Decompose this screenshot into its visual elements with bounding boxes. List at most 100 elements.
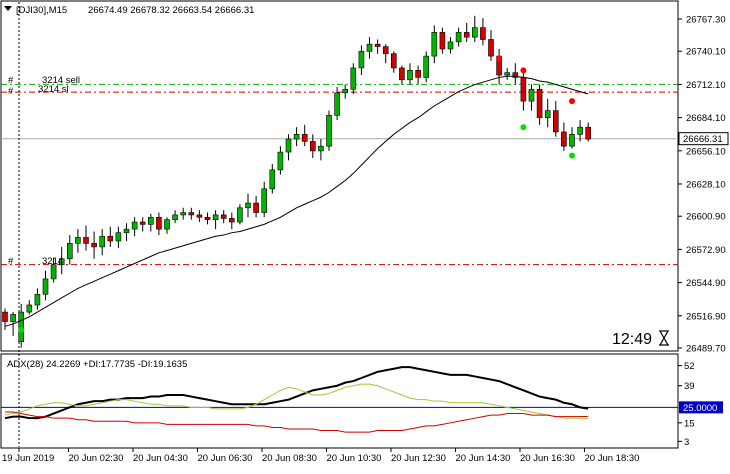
candle bbox=[577, 120, 583, 142]
candle bbox=[326, 110, 332, 151]
adx-axis: 52 39 25.0000 15 3 bbox=[678, 361, 723, 448]
candle bbox=[253, 195, 259, 218]
adx-level-tag bbox=[679, 401, 723, 414]
candle bbox=[220, 210, 227, 224]
plus-di-line bbox=[4, 383, 589, 419]
current-price-value: 26666.31 bbox=[683, 134, 723, 145]
time-tick-label: 20 Jun 18:30 bbox=[585, 453, 640, 464]
candle bbox=[75, 229, 81, 253]
candle bbox=[407, 63, 413, 85]
candle bbox=[536, 84, 543, 125]
candle bbox=[366, 37, 373, 59]
candle bbox=[123, 223, 130, 241]
take-profit-label: 3214 bbox=[42, 256, 63, 267]
price-tick-label: 26516.90 bbox=[686, 311, 726, 322]
time-tick-label: 20 Jun 14:30 bbox=[456, 453, 511, 464]
time-tick-label: 20 Jun 04:30 bbox=[133, 453, 188, 464]
candle bbox=[148, 213, 154, 232]
price-axis: 26767.30 26740.10 26712.10 26684.10 26656.10… bbox=[678, 15, 726, 355]
symbol-label: [DJI30],M15 bbox=[16, 5, 67, 16]
candle bbox=[447, 37, 454, 54]
sell-signal-dot bbox=[520, 67, 527, 74]
candle bbox=[285, 134, 292, 161]
candle bbox=[431, 25, 438, 64]
minus-di-line bbox=[5, 411, 589, 433]
adx-line bbox=[4, 366, 589, 420]
adx-tick-label: 3 bbox=[684, 437, 689, 448]
candle bbox=[139, 217, 146, 232]
candle bbox=[561, 122, 567, 151]
price-tick-label: 26684.10 bbox=[686, 113, 726, 124]
candle bbox=[277, 146, 284, 175]
candle bbox=[26, 300, 33, 315]
candle bbox=[334, 86, 340, 121]
candle bbox=[229, 212, 235, 230]
order-hash-marker-3: # bbox=[8, 256, 14, 267]
price-tick-label: 26628.10 bbox=[686, 179, 726, 190]
candle bbox=[131, 217, 138, 237]
price-tick-label: 26656.10 bbox=[686, 146, 726, 157]
candle bbox=[512, 63, 519, 85]
order-hash-marker-1: # bbox=[8, 75, 14, 86]
price-tick-label: 26572.90 bbox=[686, 245, 726, 256]
candle bbox=[374, 39, 381, 54]
sell-signal-dot bbox=[496, 55, 503, 62]
ohlc-values: 26674.49 26678.32 26663.54 26666.31 bbox=[88, 5, 254, 16]
candle bbox=[309, 134, 316, 159]
candle bbox=[342, 84, 349, 99]
candle bbox=[164, 217, 170, 234]
bar-timer: 12:49 bbox=[612, 331, 652, 348]
candle bbox=[455, 27, 462, 47]
price-chart-area[interactable] bbox=[0, 0, 679, 352]
price-tick-label: 26489.70 bbox=[686, 344, 726, 355]
candle bbox=[358, 45, 365, 76]
time-axis: 19 Jun 2019 20 Jun 02:30 20 Jun 04:30 20 Ju… bbox=[2, 448, 639, 464]
candle bbox=[91, 231, 97, 259]
candle bbox=[293, 127, 300, 147]
candle bbox=[301, 124, 308, 147]
moving-average-line bbox=[4, 75, 589, 327]
price-tick-label: 26712.10 bbox=[686, 80, 726, 91]
candle bbox=[196, 210, 203, 223]
candle bbox=[99, 229, 105, 256]
buy-signal-dot bbox=[18, 326, 25, 333]
candle bbox=[480, 18, 486, 46]
candle bbox=[172, 210, 178, 224]
candle bbox=[245, 193, 251, 218]
candle bbox=[488, 30, 494, 61]
time-tick-label: 20 Jun 12:30 bbox=[391, 453, 446, 464]
price-tick-label: 26740.10 bbox=[686, 47, 726, 58]
candle bbox=[67, 235, 73, 265]
time-tick-label: 19 Jun 2019 bbox=[2, 453, 54, 464]
current-price-tag bbox=[678, 132, 729, 146]
candle bbox=[399, 65, 405, 85]
candle bbox=[156, 212, 162, 236]
candle bbox=[569, 127, 575, 149]
candle bbox=[115, 226, 122, 249]
price-tick-label: 26767.30 bbox=[686, 15, 726, 26]
adx-tick-label: 52 bbox=[684, 361, 695, 372]
time-tick-label: 20 Jun 08:30 bbox=[262, 453, 317, 464]
candle bbox=[50, 257, 57, 283]
candle bbox=[382, 44, 389, 64]
time-tick-label: 20 Jun 02:30 bbox=[69, 453, 124, 464]
time-tick-label: 20 Jun 16:30 bbox=[520, 453, 575, 464]
signal-arrows bbox=[18, 55, 575, 333]
candle bbox=[83, 225, 89, 251]
triangle-down-icon[interactable] bbox=[4, 6, 12, 11]
candle bbox=[585, 122, 592, 142]
time-tick-label: 20 Jun 06:30 bbox=[198, 453, 253, 464]
adx-level-value: 25.0000 bbox=[683, 403, 717, 414]
candle bbox=[528, 84, 535, 111]
candle bbox=[439, 27, 446, 54]
buy-signal-dot bbox=[520, 124, 527, 131]
stop-loss-label: 3214 sl bbox=[38, 84, 69, 95]
sell-signal-dot bbox=[569, 98, 575, 105]
time-tick-label: 20 Jun 10:30 bbox=[327, 453, 382, 464]
price-tick-label: 26600.90 bbox=[686, 212, 726, 223]
candle bbox=[463, 22, 470, 42]
candle bbox=[544, 98, 551, 128]
candle bbox=[107, 226, 114, 247]
candle bbox=[471, 15, 478, 42]
